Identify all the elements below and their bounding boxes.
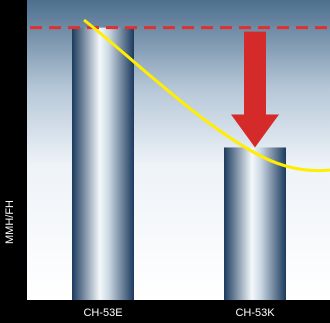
- decrease-arrow: [231, 31, 279, 148]
- bar-ch-53e: [72, 27, 134, 300]
- x-tick-label: CH-53E: [83, 307, 122, 319]
- trend-curve: [83, 18, 330, 173]
- x-tick-label: CH-53K: [235, 307, 275, 319]
- bar-ch-53k: [224, 147, 286, 300]
- y-axis-label: MMH/FH: [4, 200, 16, 244]
